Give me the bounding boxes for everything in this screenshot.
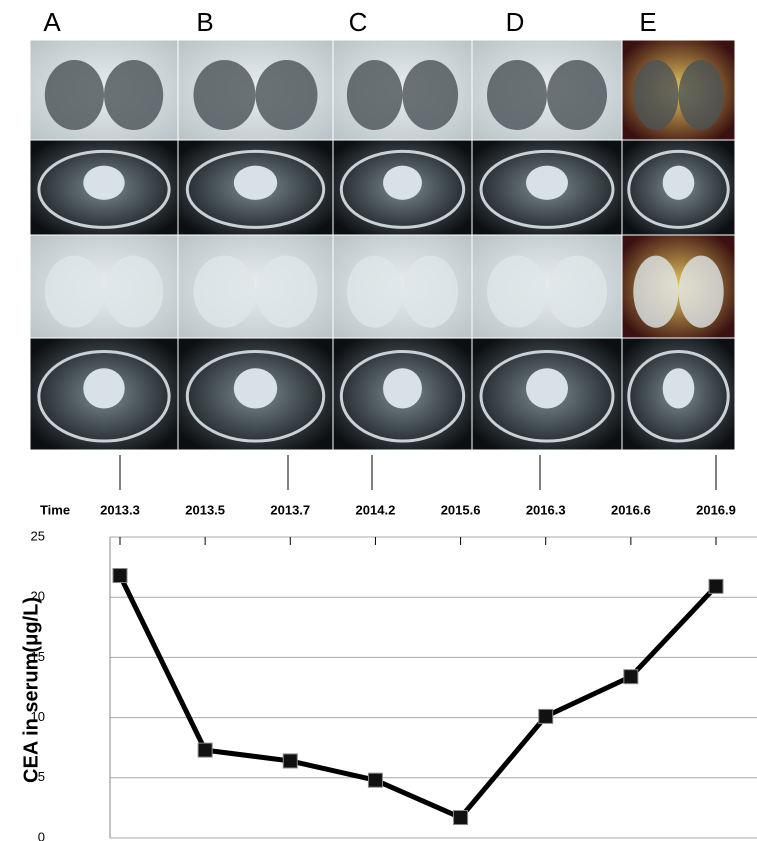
lung bbox=[104, 256, 163, 328]
lung bbox=[487, 256, 547, 328]
organ bbox=[83, 368, 124, 408]
y-tick-label: 25 bbox=[31, 528, 45, 543]
x-tick-label: 2016.6 bbox=[611, 502, 651, 517]
ct-images bbox=[30, 40, 735, 450]
lung bbox=[256, 256, 318, 328]
lung bbox=[547, 60, 607, 130]
data-point bbox=[283, 754, 297, 768]
lung bbox=[45, 256, 104, 328]
organ bbox=[234, 368, 277, 408]
lung bbox=[633, 60, 678, 130]
lung bbox=[403, 256, 459, 328]
organ bbox=[234, 166, 277, 200]
x-tick-label: 2016.9 bbox=[696, 502, 736, 517]
lung bbox=[487, 60, 547, 130]
organ bbox=[526, 368, 568, 408]
data-point bbox=[198, 743, 212, 757]
lung bbox=[45, 60, 104, 130]
x-tick-label: 2015.6 bbox=[441, 502, 481, 517]
organ bbox=[383, 368, 422, 408]
x-axis-label: Time bbox=[40, 502, 70, 517]
panel-letter: E bbox=[639, 7, 656, 37]
lung bbox=[679, 60, 724, 130]
lung bbox=[347, 256, 403, 328]
data-point bbox=[539, 709, 553, 723]
panel-letter: C bbox=[349, 7, 368, 37]
lung bbox=[256, 60, 318, 130]
y-tick-label: 0 bbox=[38, 829, 45, 841]
organ bbox=[526, 166, 568, 200]
y-axis-label: CEA in serum(μg/L) bbox=[20, 597, 42, 783]
lung bbox=[194, 256, 256, 328]
x-tick-label: 2016.3 bbox=[526, 502, 566, 517]
lung bbox=[403, 60, 459, 130]
data-point bbox=[709, 579, 723, 593]
data-point bbox=[368, 773, 382, 787]
data-point bbox=[624, 670, 638, 684]
data-point bbox=[113, 569, 127, 583]
x-tick-label: 2014.2 bbox=[356, 502, 396, 517]
lung bbox=[194, 60, 256, 130]
x-tick-label: 2013.3 bbox=[100, 502, 140, 517]
lung bbox=[679, 256, 724, 328]
organ bbox=[663, 368, 695, 408]
organ bbox=[383, 166, 422, 200]
organ bbox=[83, 166, 124, 200]
lung bbox=[633, 256, 678, 328]
x-tick-label: 2013.5 bbox=[185, 502, 225, 517]
x-tick-label: 2013.7 bbox=[270, 502, 310, 517]
organ bbox=[663, 166, 695, 200]
figure: 05101520252013.32013.52013.72014.22015.6… bbox=[0, 0, 757, 841]
panel-letter: A bbox=[43, 7, 61, 37]
data-line bbox=[120, 576, 716, 818]
data-point bbox=[454, 811, 468, 825]
lung bbox=[547, 256, 607, 328]
panel-letter: D bbox=[506, 7, 525, 37]
panel-letter: B bbox=[196, 7, 213, 37]
lung bbox=[104, 60, 163, 130]
lung bbox=[347, 60, 403, 130]
